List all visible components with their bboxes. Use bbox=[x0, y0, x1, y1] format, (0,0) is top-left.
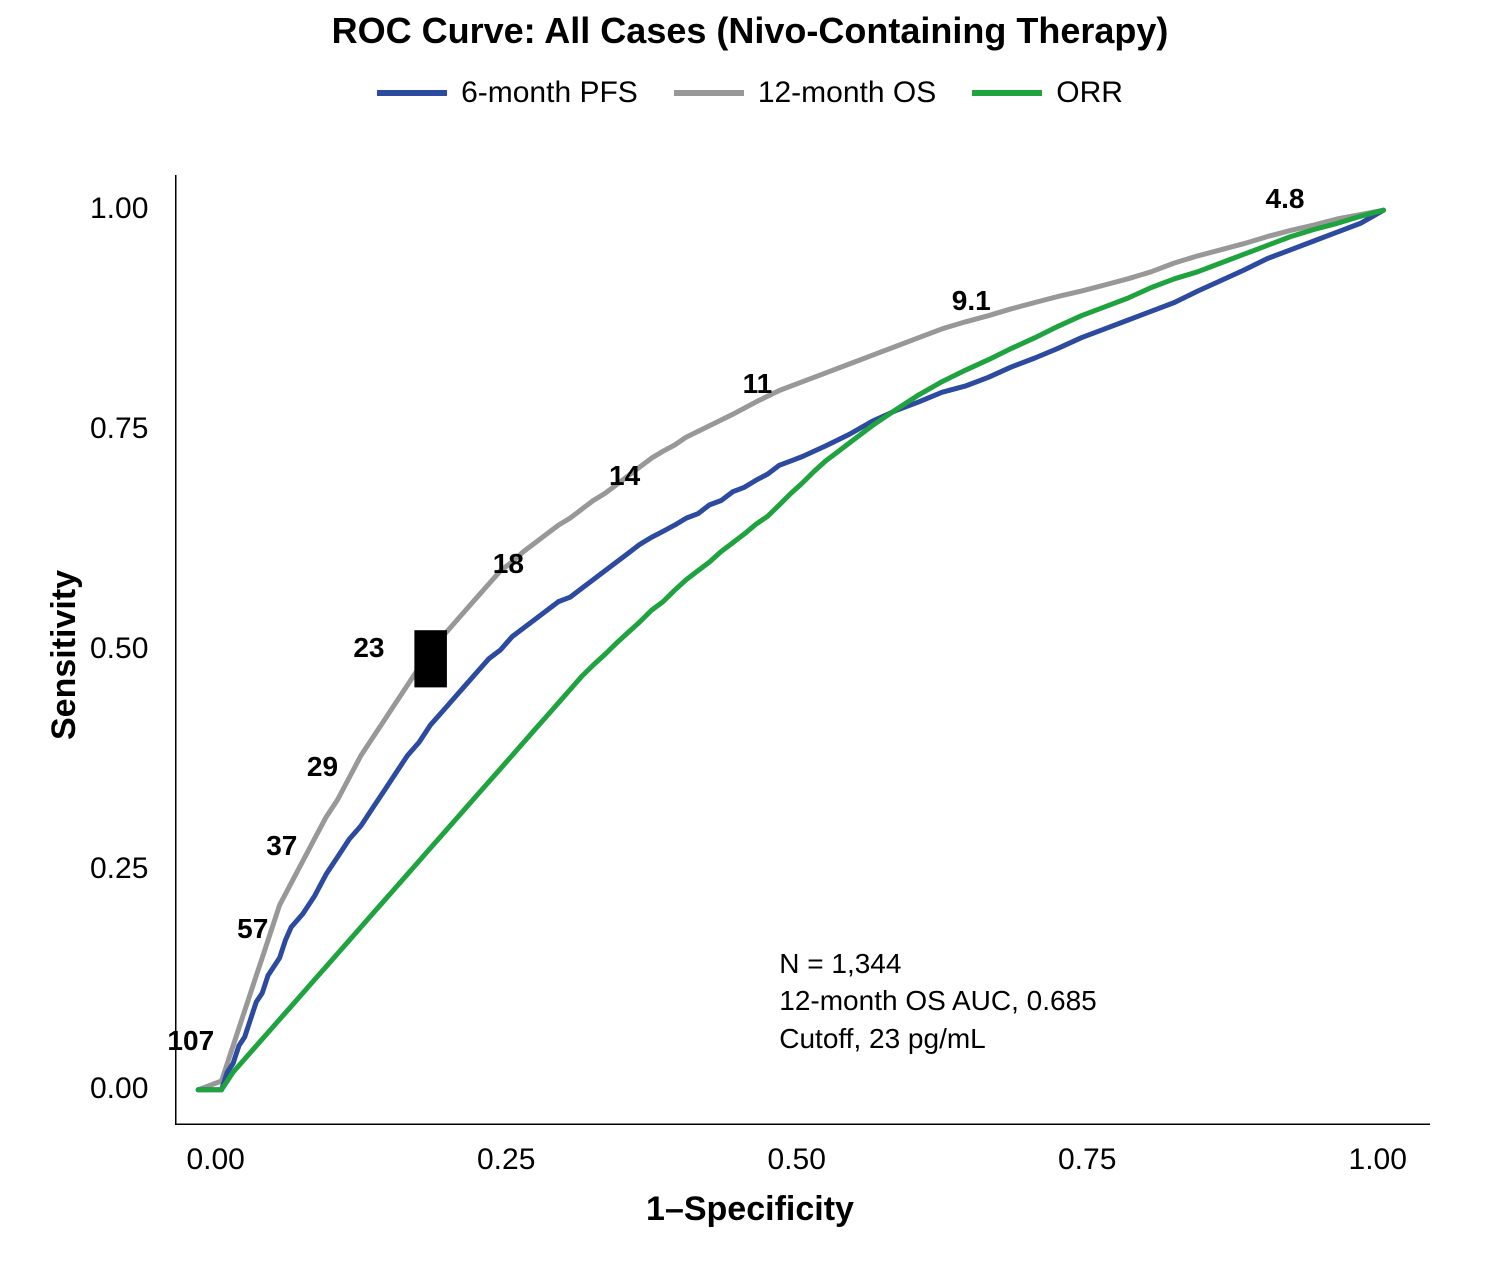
info-line: N = 1,344 bbox=[779, 945, 1097, 983]
y-axis-label: Sensitivity bbox=[45, 570, 84, 740]
legend-swatch bbox=[674, 90, 744, 96]
legend-label: 6-month PFS bbox=[461, 76, 638, 110]
x-axis-label: 1–Specificity bbox=[0, 1190, 1500, 1229]
cutoff-annotation: 29 bbox=[307, 751, 338, 783]
y-tick-label: 0.25 bbox=[90, 852, 148, 886]
legend-item: 6-month PFS bbox=[377, 76, 638, 110]
x-tick-label: 1.00 bbox=[1349, 1143, 1407, 1177]
legend-item: 12-month OS bbox=[674, 76, 936, 110]
legend-swatch bbox=[377, 90, 447, 96]
cutoff-annotation: 4.8 bbox=[1266, 183, 1305, 215]
y-tick-label: 0.00 bbox=[90, 1072, 148, 1106]
cutoff-annotation: 14 bbox=[609, 460, 640, 492]
legend-label: 12-month OS bbox=[758, 76, 936, 110]
x-tick-label: 0.25 bbox=[477, 1143, 535, 1177]
cutoff-annotation: 37 bbox=[266, 830, 297, 862]
info-line: Cutoff, 23 pg/mL bbox=[779, 1020, 1097, 1058]
info-line: 12-month OS AUC, 0.685 bbox=[779, 982, 1097, 1020]
cutoff-annotation: 57 bbox=[237, 913, 268, 945]
legend-label: ORR bbox=[1056, 76, 1123, 110]
cutoff-annotation: 23 bbox=[353, 632, 384, 664]
cutoff-annotation: 11 bbox=[743, 368, 773, 400]
info-box: N = 1,34412-month OS AUC, 0.685Cutoff, 2… bbox=[779, 945, 1097, 1058]
x-tick-label: 0.00 bbox=[186, 1143, 244, 1177]
legend: 6-month PFS 12-month OS ORR bbox=[0, 70, 1500, 110]
cutoff-annotation: 107 bbox=[167, 1025, 214, 1057]
x-tick-label: 0.50 bbox=[768, 1143, 826, 1177]
cutoff-annotation: 18 bbox=[493, 548, 524, 580]
y-tick-label: 1.00 bbox=[90, 192, 148, 226]
legend-swatch bbox=[972, 90, 1042, 96]
roc-chart: ROC Curve: All Cases (Nivo-Containing Th… bbox=[0, 0, 1500, 1271]
y-tick-label: 0.50 bbox=[90, 632, 148, 666]
chart-title: ROC Curve: All Cases (Nivo-Containing Th… bbox=[0, 10, 1500, 52]
legend-item: ORR bbox=[972, 76, 1123, 110]
cutoff-annotation: 9.1 bbox=[952, 285, 991, 317]
y-tick-label: 0.75 bbox=[90, 412, 148, 446]
x-tick-label: 0.75 bbox=[1058, 1143, 1116, 1177]
